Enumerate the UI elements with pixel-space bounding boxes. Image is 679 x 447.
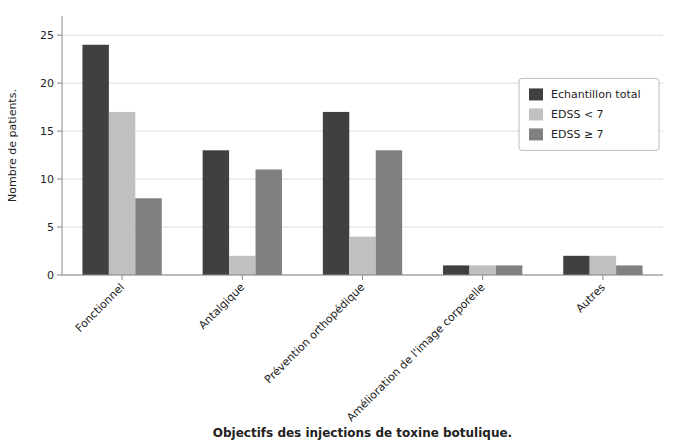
x-tick xyxy=(602,275,603,280)
x-tick-label: Antalgique xyxy=(196,281,247,332)
bar xyxy=(349,237,375,275)
y-tick xyxy=(57,35,62,36)
y-tick-label: 20 xyxy=(40,77,54,90)
x-tick xyxy=(242,275,243,280)
x-tick xyxy=(482,275,483,280)
bar xyxy=(323,112,349,275)
bar xyxy=(443,265,469,275)
y-tick xyxy=(57,83,62,84)
bar xyxy=(135,198,161,275)
bar xyxy=(203,150,229,275)
y-tick-label: 25 xyxy=(40,29,54,42)
x-tick-label: Autres xyxy=(573,281,608,316)
legend-label: Echantillon total xyxy=(551,88,641,101)
y-axis-label: Nombre de patients. xyxy=(6,89,19,202)
bar xyxy=(496,265,522,275)
y-tick-label: 0 xyxy=(47,269,54,282)
legend-swatch xyxy=(529,88,543,100)
bar xyxy=(229,256,255,275)
y-tick xyxy=(57,275,62,276)
grid-line xyxy=(62,179,663,180)
grid-line xyxy=(62,35,663,36)
y-tick xyxy=(57,179,62,180)
y-axis xyxy=(62,16,63,275)
bar xyxy=(590,256,616,275)
bar xyxy=(469,265,495,275)
x-tick-label: Amélioration de l'image corporelle xyxy=(344,281,487,424)
x-tick xyxy=(362,275,363,280)
y-tick xyxy=(57,131,62,132)
x-tick xyxy=(122,275,123,280)
y-tick-label: 5 xyxy=(47,221,54,234)
bar xyxy=(109,112,135,275)
grid xyxy=(62,35,663,275)
bar xyxy=(376,150,402,275)
legend: Echantillon total EDSS < 7 EDSS ≥ 7 xyxy=(519,78,659,150)
x-tick-label: Fonctionnel xyxy=(73,281,127,335)
y-tick-label: 10 xyxy=(40,173,54,186)
bar xyxy=(563,256,589,275)
y-tick-label: 15 xyxy=(40,125,54,138)
x-axis-label: Objectifs des injections de toxine botul… xyxy=(213,426,512,440)
legend-box xyxy=(519,78,659,150)
legend-swatch xyxy=(529,128,543,140)
bar xyxy=(616,265,642,275)
legend-label: EDSS < 7 xyxy=(551,108,604,121)
legend-swatch xyxy=(529,108,543,120)
bar xyxy=(82,45,108,275)
y-tick xyxy=(57,227,62,228)
x-tick-label: Prévention orthopédique xyxy=(262,281,368,387)
chart: 0 5 10 15 20 25 Fonctionnel Antalgique Préventio… xyxy=(0,0,679,447)
legend-label: EDSS ≥ 7 xyxy=(551,128,604,141)
bar xyxy=(256,169,282,275)
